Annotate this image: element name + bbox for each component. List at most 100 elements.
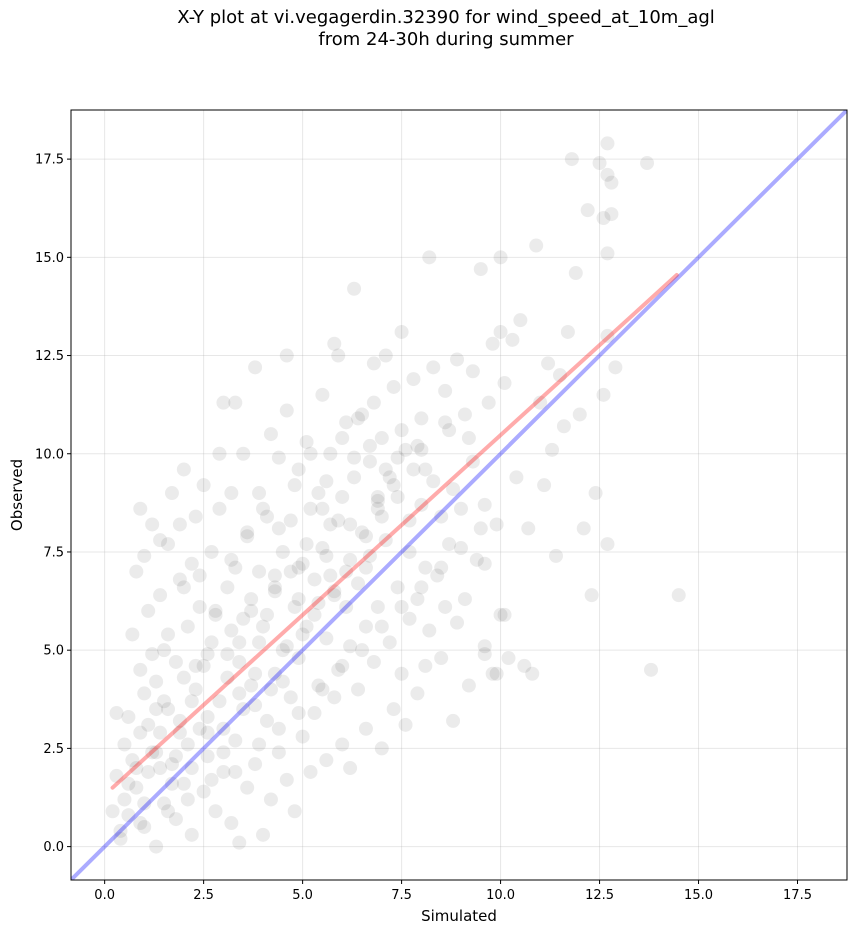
data-point [640, 156, 655, 171]
data-point [200, 749, 215, 764]
data-point [252, 635, 267, 650]
data-point [153, 761, 168, 776]
data-point [275, 674, 290, 689]
data-point [410, 686, 425, 701]
data-point [497, 376, 512, 391]
data-point [600, 537, 615, 552]
data-point [208, 804, 223, 819]
data-point [303, 764, 318, 779]
data-point [382, 470, 397, 485]
data-point [157, 694, 172, 709]
data-point [323, 446, 338, 461]
data-point [244, 592, 259, 607]
data-point [224, 623, 239, 638]
data-point [335, 737, 350, 752]
data-point [256, 619, 271, 634]
data-point [137, 548, 152, 563]
data-point [113, 831, 128, 846]
data-point [370, 489, 385, 504]
data-point [386, 379, 401, 394]
data-point [137, 819, 152, 834]
data-point [315, 541, 330, 556]
data-point [370, 599, 385, 614]
data-point [327, 336, 342, 351]
data-point [608, 360, 623, 375]
data-point [414, 442, 429, 457]
data-point [438, 383, 453, 398]
data-point [473, 521, 488, 536]
data-point [224, 816, 239, 831]
data-point [374, 741, 389, 756]
data-point [414, 497, 429, 512]
data-point [410, 438, 425, 453]
data-point [172, 725, 187, 740]
data-point [335, 431, 350, 446]
data-point [192, 568, 207, 583]
data-point [497, 607, 512, 622]
data-point [137, 796, 152, 811]
data-point [374, 431, 389, 446]
regression-line [110, 273, 679, 790]
data-point [188, 682, 203, 697]
data-point [192, 721, 207, 736]
data-point [406, 462, 421, 477]
data-point [521, 521, 536, 536]
x-tick-label: 2.5 [193, 888, 214, 903]
data-point [180, 792, 195, 807]
data-point [644, 662, 659, 677]
data-point [295, 729, 310, 744]
data-point [125, 753, 140, 768]
data-point [224, 552, 239, 567]
data-point [362, 548, 377, 563]
data-point [370, 493, 385, 508]
data-point [153, 588, 168, 603]
x-tick-label: 5.0 [292, 888, 313, 903]
data-point [457, 592, 472, 607]
data-point [556, 419, 571, 434]
data-point [263, 427, 278, 442]
identity-line [71, 110, 847, 880]
data-point [271, 745, 286, 760]
data-point [133, 501, 148, 516]
data-point [390, 580, 405, 595]
data-point [446, 482, 461, 497]
data-point [172, 572, 187, 587]
data-point [604, 175, 619, 190]
data-point [311, 678, 326, 693]
data-point [212, 694, 227, 709]
data-point [390, 489, 405, 504]
data-point [117, 792, 132, 807]
data-point [347, 470, 362, 485]
x-tick-label: 12.5 [585, 888, 614, 903]
data-point [505, 332, 520, 347]
data-point [121, 776, 136, 791]
data-point [366, 395, 381, 410]
data-point [493, 250, 508, 265]
y-tick-label: 12.5 [35, 349, 64, 364]
data-point [394, 324, 409, 339]
data-point [283, 690, 298, 705]
data-point [204, 635, 219, 650]
data-point [604, 207, 619, 222]
data-point [200, 725, 215, 740]
data-point [592, 156, 607, 171]
data-point [473, 262, 488, 277]
y-tick-label: 15.0 [35, 251, 64, 266]
data-point [271, 450, 286, 465]
data-point [418, 560, 433, 575]
data-point [588, 486, 603, 501]
y-axis-ticks: 0.0 2.5 5.0 7.5 10.0 12.5 15.0 17.5 [35, 153, 71, 855]
data-point [129, 564, 144, 579]
data-point [161, 537, 175, 552]
data-point [228, 764, 243, 779]
data-point [240, 529, 255, 544]
data-point [370, 501, 385, 516]
x-axis-label: Simulated [421, 907, 497, 925]
data-point [355, 525, 369, 540]
data-point [216, 764, 231, 779]
data-point [671, 588, 686, 603]
data-point [188, 509, 203, 524]
data-point [121, 808, 136, 823]
data-point [133, 725, 148, 740]
